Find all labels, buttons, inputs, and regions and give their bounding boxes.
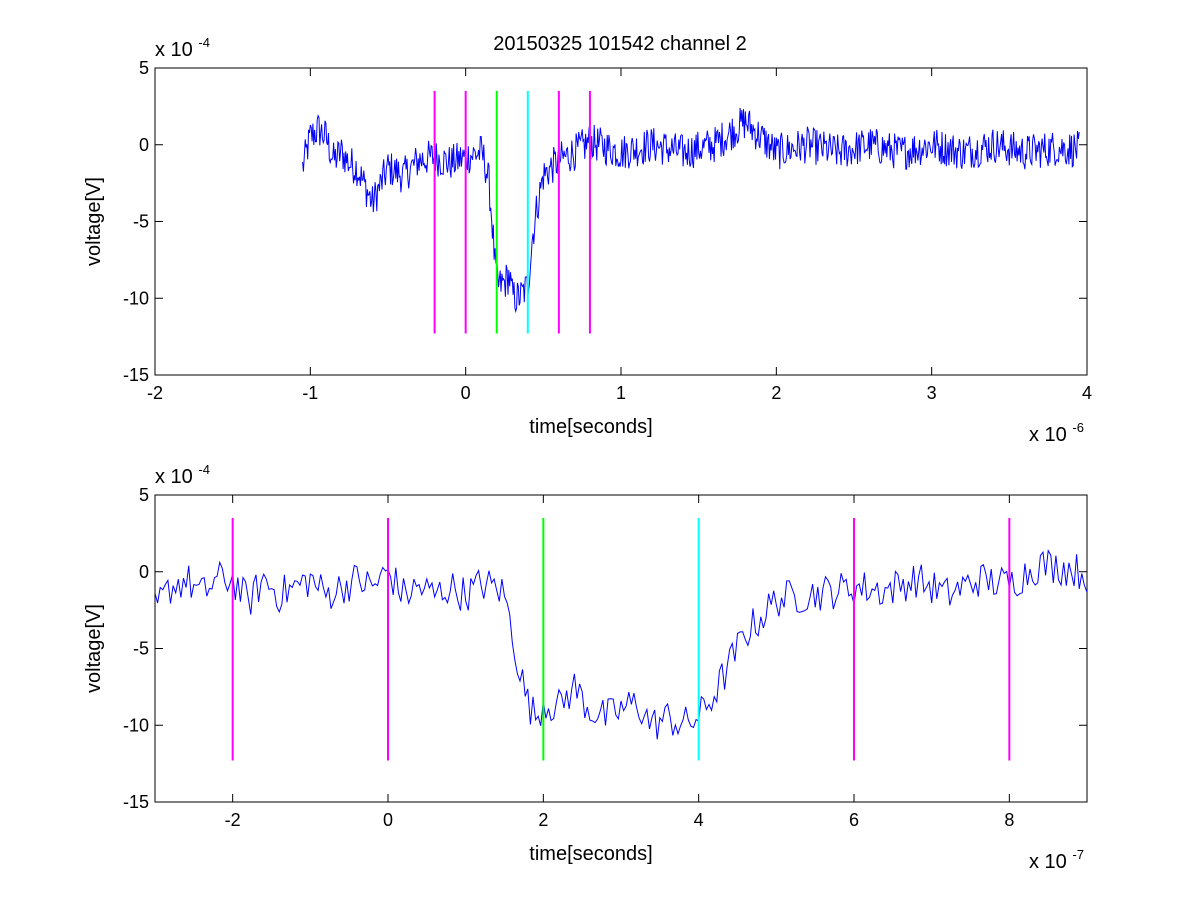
x-tick-label: -2 (225, 810, 241, 830)
x-tick-label: 1 (616, 383, 626, 403)
y-multiplier-exponent: -4 (198, 462, 210, 477)
x-tick-label: 3 (927, 383, 937, 403)
x-tick-label: 0 (461, 383, 471, 403)
x-tick-label: 8 (1004, 810, 1014, 830)
y-multiplier: x 10 -4 (155, 462, 210, 488)
x-tick-label: 2 (771, 383, 781, 403)
panel-top: -2 -1 0 1 2 3 450-5-10-15time[seconds]voltage[… (83, 35, 1092, 446)
y-axis-label: voltage[V] (83, 177, 105, 266)
axes-frame (154, 494, 1088, 803)
panel-bottom: -2 0 2 4 6 8 5 0 -5 -10 -15 time[seconds] voltage[V]… (83, 462, 1088, 873)
x-axis-label: time[seconds] (529, 843, 652, 865)
x-tick-label: -2 (147, 383, 163, 403)
x-multiplier-exponent: -6 (1072, 420, 1084, 435)
y-tick-label: -15 (123, 365, 149, 385)
y-tick-label: -15 (123, 792, 149, 812)
y-tick-label: -5 (133, 212, 149, 232)
x-tick-label: 0 (383, 810, 393, 830)
x-multiplier: x 10 -6 (1029, 420, 1084, 446)
y-multiplier: x 10 -4 (155, 35, 210, 61)
y-multiplier-exponent: -4 (198, 35, 210, 50)
x-tick-label: 4 (694, 810, 704, 830)
y-tick-label: 0 (139, 562, 149, 582)
x-tick-label: 6 (849, 810, 859, 830)
x-axis-label: time[seconds] (529, 416, 652, 438)
y-axis-label: voltage[V] (83, 604, 105, 693)
signal-trace (155, 548, 1087, 740)
y-tick-label: -5 (133, 639, 149, 659)
x-tick-label: 2 (538, 810, 548, 830)
x-multiplier-exponent: -7 (1072, 847, 1084, 862)
y-tick-label: 0 (139, 135, 149, 155)
y-tick-label: -10 (123, 715, 149, 735)
signal-trace (302, 107, 1080, 314)
y-tick-label: -10 (123, 288, 149, 308)
y-tick-label: 5 (139, 58, 149, 78)
figure-title: 20150325 101542 channel 2 (493, 33, 747, 55)
axes-frame (154, 67, 1088, 376)
x-tick-label: -1 (302, 383, 318, 403)
x-tick-label: 4 (1082, 383, 1092, 403)
x-multiplier: x 10 -7 (1029, 847, 1084, 873)
y-tick-label: 5 (139, 485, 149, 505)
